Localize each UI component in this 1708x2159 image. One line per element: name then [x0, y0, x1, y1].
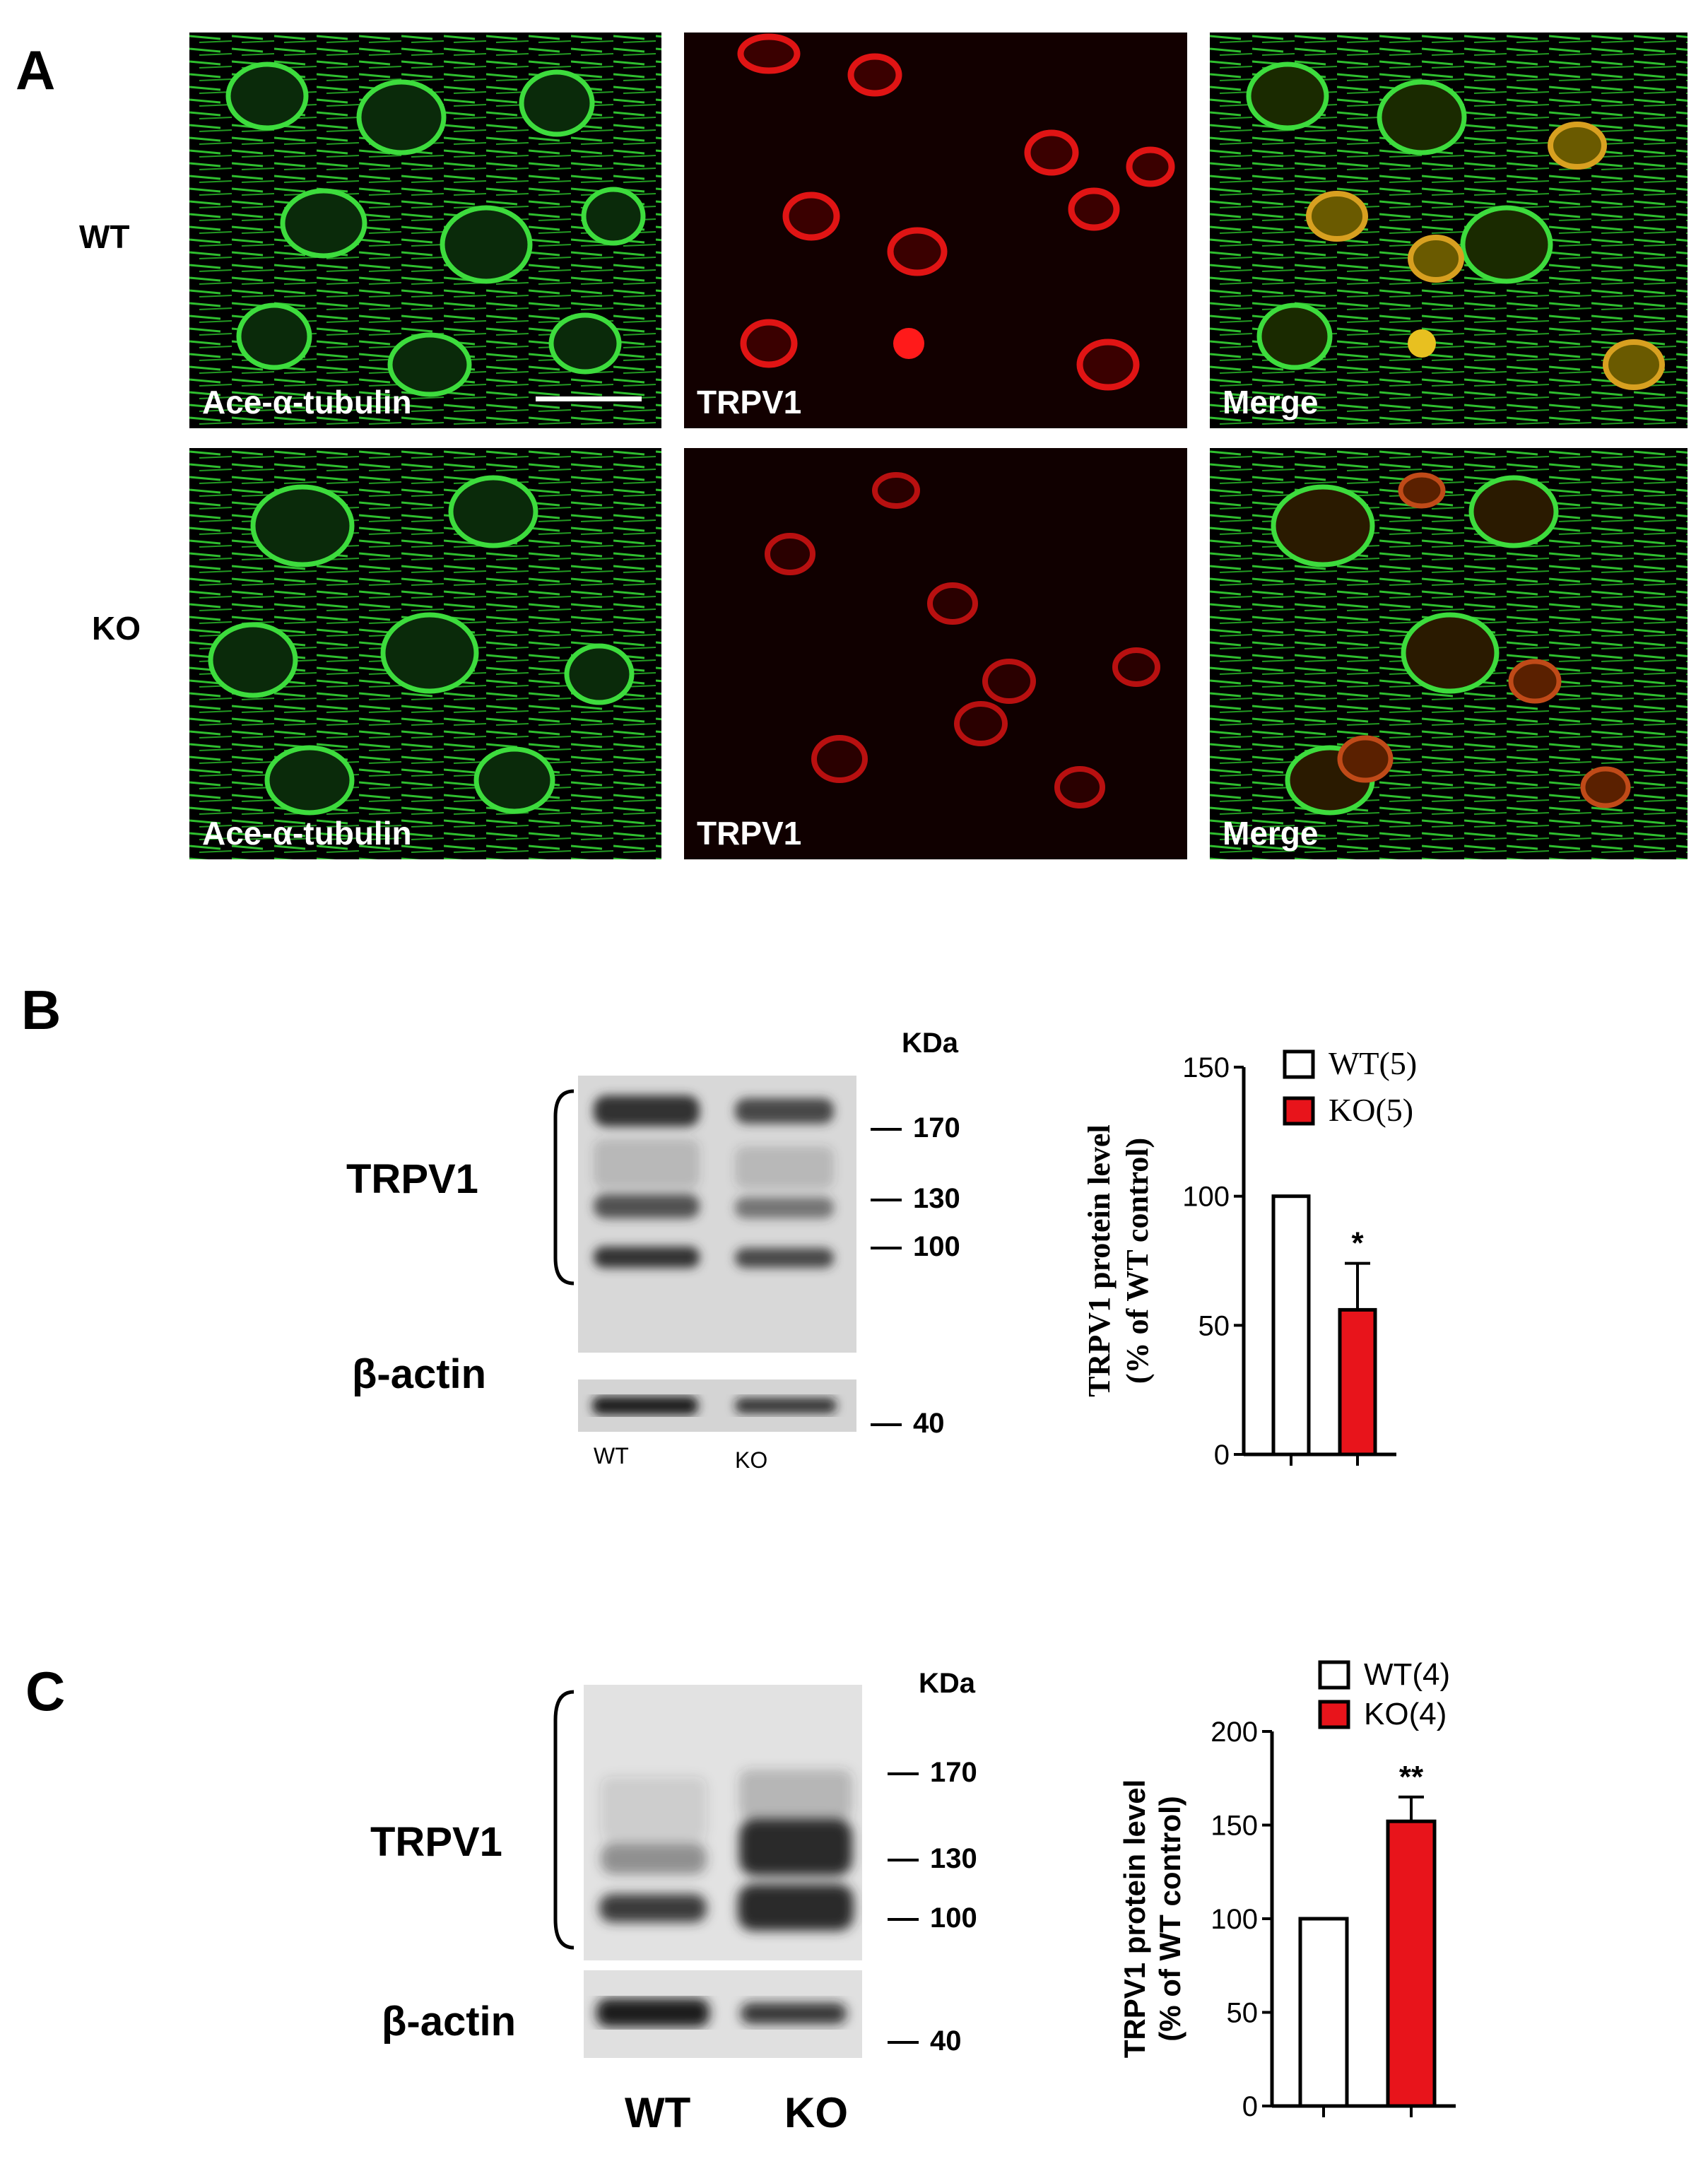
lane-label-ko: KO — [784, 2089, 848, 2136]
micro-ko-merge: Merge — [1210, 448, 1688, 859]
blot-image — [596, 1999, 847, 2027]
y-axis-label: TRPV1 protein level — [1082, 1124, 1117, 1396]
blot-b-actin — [578, 1379, 856, 1432]
protein-label-trpv1: TRPV1 — [370, 1819, 502, 1865]
y-tick-label: 50 — [1227, 1998, 1259, 2029]
protein-label-actin: β-actin — [352, 1351, 487, 1397]
marker-170: 170 — [871, 1114, 960, 1142]
chart-c: 0 50 100 150 200 TRPV1 protein level (% of WT … — [1088, 1654, 1541, 2155]
tissue-image — [1210, 448, 1688, 859]
blot-image — [594, 1095, 834, 1268]
tissue-image — [684, 448, 1187, 859]
protein-label-actin: β-actin — [382, 1999, 517, 2045]
micro-label: Merge — [1223, 815, 1319, 852]
row-label-wt: WT — [79, 218, 130, 255]
tissue-image — [189, 33, 661, 428]
micro-label: TRPV1 — [697, 384, 802, 420]
row-label-ko: KO — [92, 610, 141, 647]
y-tick-label: 150 — [1182, 1052, 1230, 1083]
micro-ko-trpv1: TRPV1 — [684, 448, 1187, 859]
marker-130: 130 — [871, 1184, 960, 1213]
marker-170: 170 — [888, 1758, 977, 1787]
chart-b: 0 50 100 150 TRPV1 protein level (% of WT con… — [1060, 1032, 1498, 1512]
bar-ko5 — [1338, 1307, 1377, 1457]
lane-label-wt: WT — [625, 2089, 691, 2136]
marker-40: 40 — [888, 2027, 962, 2055]
panel-a-letter: A — [16, 39, 56, 101]
bar-wt4 — [1298, 1917, 1349, 2108]
y-axis-label-2: (% of WT control) — [1120, 1138, 1155, 1384]
legend-swatch — [1283, 1096, 1315, 1126]
scale-bar — [536, 396, 642, 401]
y-axis-label: TRPV1 protein level — [1118, 1779, 1151, 2058]
y-tick-label: 200 — [1211, 1717, 1258, 1748]
tissue-image — [1210, 33, 1688, 428]
legend-label: WT(5) — [1329, 1045, 1417, 1081]
protein-label-trpv1: TRPV1 — [346, 1156, 478, 1202]
y-tick-label: 150 — [1211, 1811, 1258, 1842]
legend-label: KO(5) — [1329, 1092, 1413, 1128]
blot-image — [599, 1770, 854, 1931]
y-tick-label: 0 — [1214, 1440, 1230, 1471]
significance-mark: * — [1351, 1226, 1364, 1261]
bar-chart-b: 0 50 100 150 TRPV1 protein level (% of WT con… — [1082, 1045, 1417, 1471]
legend-label: KO(4) — [1364, 1697, 1447, 1731]
legend-swatch — [1318, 1660, 1350, 1690]
micro-wt-trpv1: TRPV1 — [684, 33, 1187, 428]
panel-c-letter: C — [25, 1660, 66, 1722]
marker-130: 130 — [888, 1845, 977, 1873]
lane-label-ko: KO — [735, 1447, 768, 1473]
micro-wt-merge: Merge — [1210, 33, 1688, 428]
bracket — [553, 1089, 575, 1286]
legend-label: WT(4) — [1364, 1657, 1450, 1692]
bar-wt5 — [1271, 1194, 1311, 1457]
lane-label-wt: WT — [594, 1443, 629, 1469]
blot-c-actin — [584, 1970, 862, 2058]
kda-label: KDa — [902, 1028, 959, 1059]
tissue-image — [189, 448, 661, 859]
y-axis-label-2: (% of WT control) — [1153, 1796, 1186, 2042]
legend-swatch — [1318, 1700, 1350, 1729]
bracket — [553, 1690, 575, 1950]
significance-mark: ** — [1399, 1760, 1424, 1794]
bar-ko4 — [1386, 1819, 1437, 2108]
kda-label: KDa — [919, 1668, 976, 1699]
y-tick-label: 0 — [1242, 2091, 1258, 2122]
tissue-image — [684, 33, 1187, 428]
blot-image — [592, 1396, 837, 1415]
y-tick-label: 50 — [1198, 1310, 1230, 1341]
legend-swatch — [1283, 1049, 1315, 1079]
marker-40: 40 — [871, 1409, 945, 1437]
micro-label: Merge — [1223, 384, 1319, 420]
micro-label: Ace-α-tubulin — [202, 384, 412, 420]
marker-100: 100 — [871, 1233, 960, 1261]
micro-ko-tubulin: Ace-α-tubulin — [189, 448, 661, 859]
blot-c-trpv1 — [584, 1685, 862, 1960]
panel-b-letter: B — [21, 979, 61, 1041]
micro-label: TRPV1 — [697, 815, 802, 852]
blot-b-trpv1 — [578, 1076, 856, 1353]
y-tick-label: 100 — [1211, 1904, 1258, 1935]
y-tick-label: 100 — [1182, 1182, 1230, 1213]
micro-wt-tubulin: Ace-α-tubulin — [189, 33, 661, 428]
micro-label: Ace-α-tubulin — [202, 815, 412, 852]
marker-100: 100 — [888, 1904, 977, 1932]
bar-chart-c: 0 50 100 150 200 TRPV1 protein level (% of WT … — [1118, 1657, 1456, 2122]
